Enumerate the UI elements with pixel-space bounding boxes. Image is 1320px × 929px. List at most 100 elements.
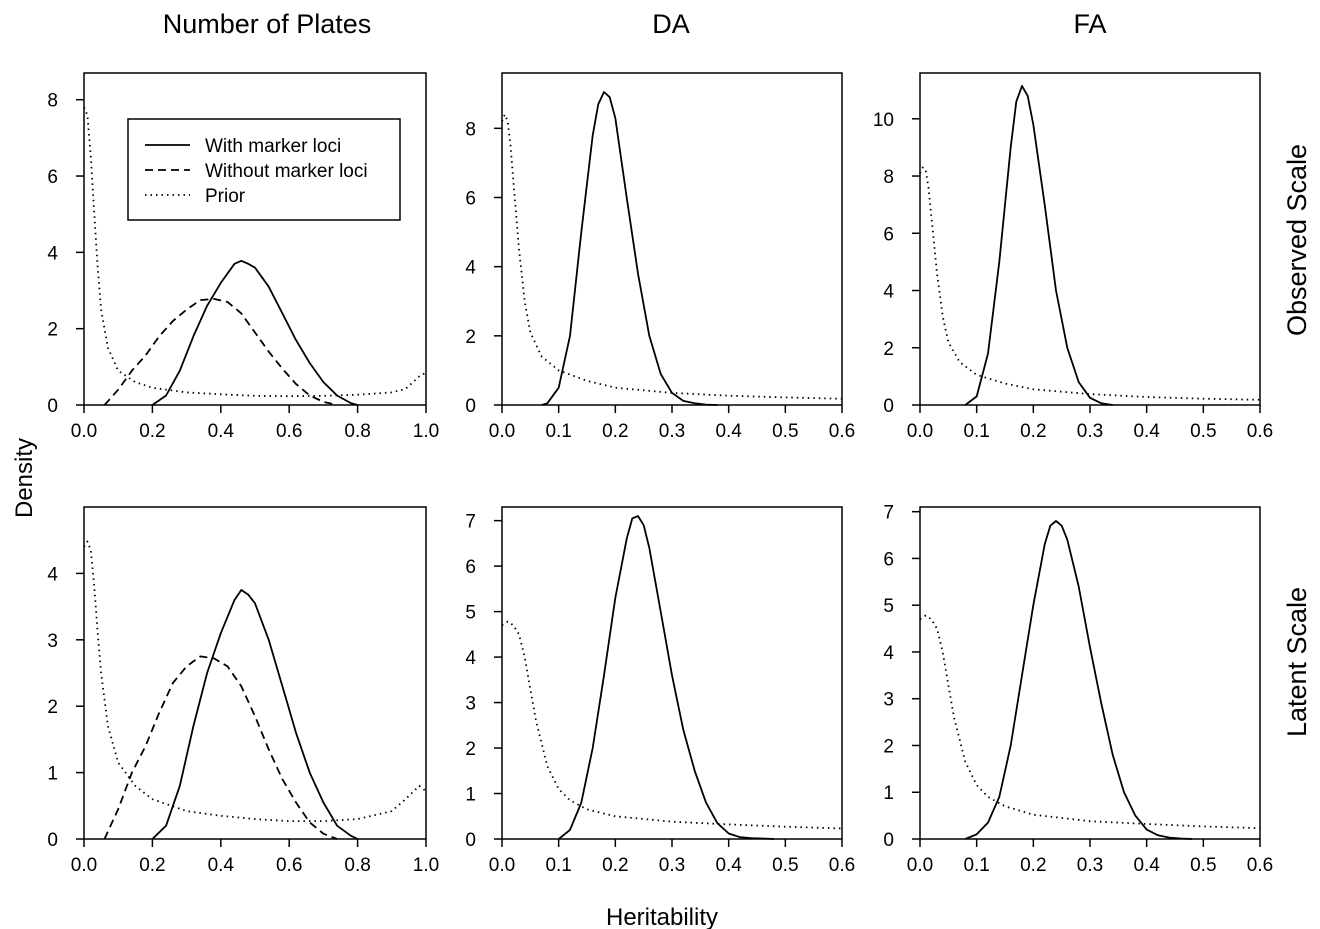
x-tick-label: 0.5 — [1190, 421, 1216, 442]
y-tick-label: 0 — [47, 830, 58, 851]
row-title-observed: Observed Scale — [1282, 144, 1312, 336]
column-title-da: DA — [652, 9, 690, 39]
x-tick-label: 0.6 — [276, 855, 302, 876]
legend-label: Prior — [205, 186, 246, 207]
x-tick-label: 0.5 — [1190, 855, 1216, 876]
x-tick-label: 0.8 — [344, 421, 370, 442]
y-tick-label: 2 — [465, 327, 476, 348]
y-tick-label: 6 — [883, 549, 894, 570]
x-tick-label: 0.0 — [907, 855, 933, 876]
y-tick-label: 3 — [465, 694, 476, 715]
y-tick-label: 6 — [465, 557, 476, 578]
y-tick-label: 2 — [883, 736, 894, 757]
x-tick-label: 0.6 — [1247, 855, 1273, 876]
x-tick-label: 0.6 — [276, 421, 302, 442]
column-title-plates: Number of Plates — [163, 9, 372, 39]
x-tick-label: 0.8 — [344, 855, 370, 876]
series-line-dashed — [103, 655, 338, 840]
x-tick-label: 0.0 — [907, 421, 933, 442]
x-tick-label: 0.4 — [208, 421, 235, 442]
x-tick-label: 0.4 — [1133, 421, 1160, 442]
x-tick-label: 1.0 — [413, 855, 439, 876]
y-tick-label: 8 — [883, 167, 894, 188]
series-line-dotted — [501, 620, 843, 830]
y-tick-label: 0 — [465, 830, 476, 851]
legend: With marker loci Without marker loci Pri… — [127, 118, 401, 221]
y-tick-label: 0 — [883, 830, 894, 851]
x-tick-label: 0.6 — [1247, 421, 1273, 442]
y-tick-label: 4 — [883, 643, 894, 664]
y-tick-label: 5 — [883, 596, 894, 617]
series-line-solid — [541, 91, 718, 406]
y-tick-label: 2 — [47, 320, 58, 341]
series-line-dotted — [83, 106, 427, 398]
x-tick-label: 0.5 — [772, 421, 798, 442]
x-tick-label: 0.2 — [1020, 421, 1046, 442]
y-tick-label: 2 — [465, 739, 476, 760]
y-tick-label: 7 — [883, 503, 894, 524]
series-line-dotted — [83, 540, 427, 822]
plot-frame — [83, 72, 427, 406]
x-tick-label: 0.4 — [715, 421, 742, 442]
x-tick-label: 0.1 — [963, 855, 989, 876]
x-tick-label: 0.0 — [71, 421, 97, 442]
series-line-solid — [151, 259, 358, 406]
row-title-latent: Latent Scale — [1282, 587, 1312, 737]
plot-frame — [83, 506, 427, 840]
x-tick-label: 0.3 — [1077, 421, 1103, 442]
x-tick-label: 0.0 — [489, 855, 515, 876]
y-tick-label: 4 — [465, 258, 476, 279]
x-tick-label: 0.2 — [602, 421, 628, 442]
y-tick-label: 1 — [883, 783, 894, 804]
series-line-dotted — [501, 113, 843, 400]
panel-2: 0.0 0.1 0.2 0.3 0.4 0.5 0.6 0 2 4 6 8 — [465, 72, 855, 442]
series-line-solid — [151, 589, 358, 840]
legend-entry-without-markers: Without marker loci — [145, 161, 368, 182]
series-line-dotted — [919, 166, 1261, 401]
y-tick-label: 0 — [465, 396, 476, 417]
y-tick-label: 7 — [465, 512, 476, 533]
x-tick-label: 0.2 — [139, 421, 165, 442]
y-tick-label: 1 — [465, 785, 476, 806]
x-tick-label: 0.2 — [139, 855, 165, 876]
y-tick-label: 3 — [883, 690, 894, 711]
y-tick-label: 4 — [47, 243, 58, 264]
series-line-solid — [964, 520, 1193, 840]
x-tick-label: 0.3 — [659, 855, 685, 876]
y-tick-label: 4 — [465, 648, 476, 669]
column-title-fa: FA — [1073, 9, 1106, 39]
x-axis-label: Heritability — [606, 904, 718, 929]
y-axis-label: Density — [11, 438, 38, 518]
x-tick-label: 0.2 — [602, 855, 628, 876]
panel-1: 0.0 0.2 0.4 0.6 0.8 1.0 0 2 4 6 8 — [47, 72, 439, 442]
panel-6: 0.0 0.1 0.2 0.3 0.4 0.5 0.6 0 1 2 3 4 5 6 7 — [883, 503, 1273, 876]
y-tick-label: 4 — [47, 564, 58, 585]
x-tick-label: 0.3 — [1077, 855, 1103, 876]
x-tick-label: 0.1 — [963, 421, 989, 442]
x-tick-label: 0.1 — [545, 421, 571, 442]
y-tick-label: 8 — [465, 119, 476, 140]
plot-frame — [919, 72, 1261, 406]
series-line-solid — [964, 85, 1113, 406]
x-tick-label: 0.2 — [1020, 855, 1046, 876]
x-tick-label: 0.4 — [715, 855, 742, 876]
x-tick-label: 0.4 — [1133, 855, 1160, 876]
x-tick-label: 0.4 — [208, 855, 235, 876]
x-tick-label: 0.0 — [489, 421, 515, 442]
legend-label: Without marker loci — [205, 161, 368, 182]
x-tick-label: 0.5 — [772, 855, 798, 876]
series-line-dashed — [103, 297, 338, 406]
x-tick-label: 0.1 — [545, 855, 571, 876]
y-tick-label: 10 — [873, 110, 894, 131]
plot-frame — [919, 506, 1261, 840]
panel-3: 0.0 0.1 0.2 0.3 0.4 0.5 0.6 0 2 4 6 8 10 — [873, 72, 1273, 442]
y-tick-label: 6 — [883, 224, 894, 245]
x-tick-label: 0.0 — [71, 855, 97, 876]
y-tick-label: 0 — [883, 396, 894, 417]
y-tick-label: 0 — [47, 396, 58, 417]
x-tick-label: 0.6 — [829, 421, 855, 442]
y-tick-label: 4 — [883, 282, 894, 303]
y-tick-label: 8 — [47, 91, 58, 112]
